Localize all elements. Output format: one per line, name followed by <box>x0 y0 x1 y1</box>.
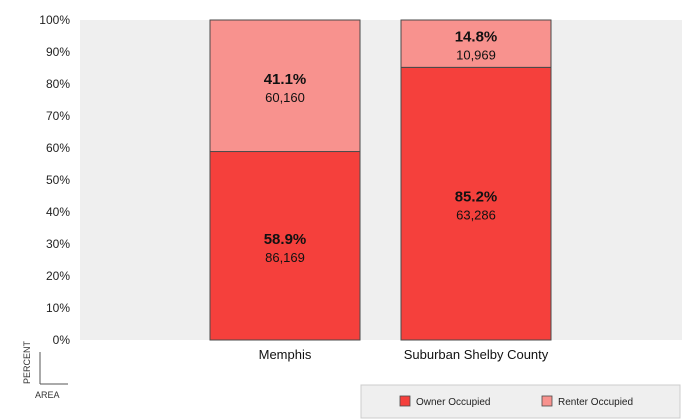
bar-labels: 58.9% 86,169 41.1% 60,160 85.2% 63,286 14.8% 10… <box>264 29 498 265</box>
plot-area <box>80 20 682 340</box>
x-axis-title: AREA <box>35 390 60 400</box>
bar-segment-owner <box>209 151 361 341</box>
data-label-count: 86,169 <box>265 250 305 265</box>
legend-swatch <box>399 395 411 407</box>
bar-segment-renter <box>209 19 361 153</box>
axis-title-indicator: PERCENT AREA <box>22 340 68 400</box>
legend-swatch <box>541 395 553 407</box>
legend-label: Renter Occupied <box>558 397 633 408</box>
y-tick-label: 70% <box>46 109 70 123</box>
y-tick-label: 40% <box>46 205 70 219</box>
x-category-label: Suburban Shelby County <box>404 347 549 362</box>
bar-segment-renter <box>400 19 552 68</box>
data-label-percent: 85.2% <box>455 189 498 206</box>
y-axis-title: PERCENT <box>22 340 32 384</box>
y-tick-label: 30% <box>46 237 70 251</box>
data-label-count: 60,160 <box>265 90 305 105</box>
y-tick-label: 90% <box>46 45 70 59</box>
y-tick-label: 50% <box>46 173 70 187</box>
legend-box <box>360 384 681 419</box>
y-axis-ticks: 0% 10% 20% 30% 40% 50% 60% 70% 80% 90% 100% <box>39 13 70 347</box>
bars <box>209 19 552 341</box>
data-label-count: 10,969 <box>456 48 496 63</box>
x-axis-categories: Memphis Suburban Shelby County <box>259 347 549 362</box>
legend: Owner Occupied Renter Occupied <box>360 384 681 419</box>
y-tick-label: 20% <box>46 269 70 283</box>
data-label-percent: 58.9% <box>264 231 307 248</box>
y-tick-label: 80% <box>46 77 70 91</box>
y-tick-label: 0% <box>53 333 71 347</box>
data-label-percent: 41.1% <box>264 71 307 88</box>
y-tick-label: 10% <box>46 301 70 315</box>
data-label-count: 63,286 <box>456 208 496 223</box>
data-label-percent: 14.8% <box>455 29 498 46</box>
x-category-label: Memphis <box>259 347 312 362</box>
y-tick-label: 60% <box>46 141 70 155</box>
legend-label: Owner Occupied <box>416 397 490 408</box>
y-tick-label: 100% <box>39 13 70 27</box>
